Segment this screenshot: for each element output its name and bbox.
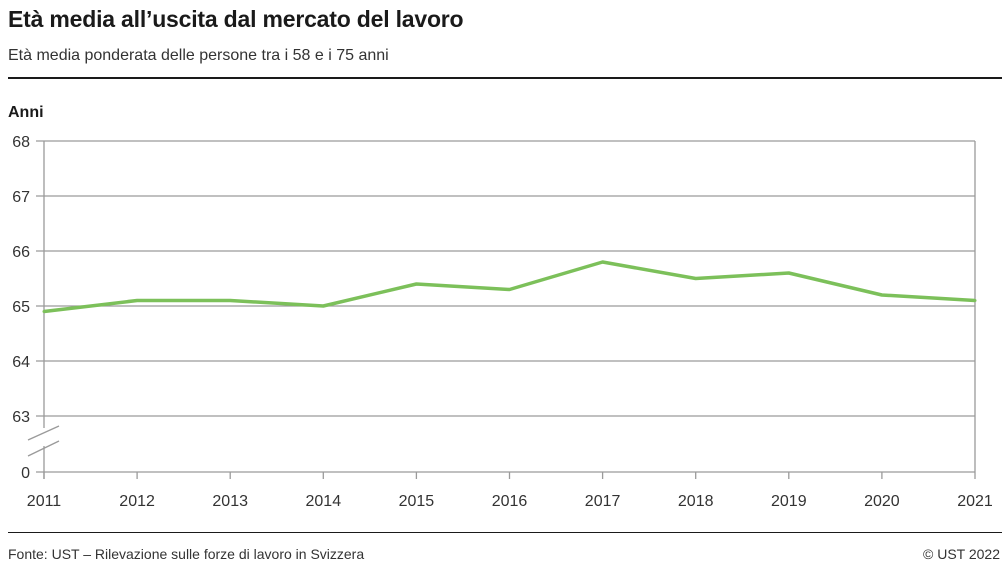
copyright: © UST 2022 [923, 546, 1000, 562]
y-tick-label: 67 [12, 189, 30, 206]
data-point [42, 310, 46, 313]
y-axis-label: Anni [8, 104, 44, 121]
chart-subtitle: Età media ponderata delle persone tra i … [8, 47, 389, 64]
x-tick-label: 2020 [864, 493, 900, 510]
data-point [321, 304, 325, 308]
x-tick-label: 2015 [399, 493, 435, 510]
y-tick-label: 66 [12, 244, 30, 261]
x-tick-label: 2018 [678, 493, 714, 510]
x-tick-label: 2013 [212, 493, 248, 510]
data-point [694, 277, 698, 280]
bottom-rule [8, 532, 1002, 533]
data-point [228, 299, 232, 302]
x-tick-label: 2011 [27, 493, 62, 510]
y-tick-label: 65 [12, 299, 30, 316]
data-point [508, 288, 511, 291]
data-point [135, 299, 139, 302]
data-point [787, 271, 791, 275]
axis-break-mark [27, 440, 60, 457]
x-tick-label: 2012 [119, 493, 155, 510]
data-point [414, 282, 418, 286]
x-tick-label: 2017 [585, 493, 621, 510]
data-point [601, 260, 605, 264]
y-tick-label: 64 [12, 354, 30, 371]
source-note: Fonte: UST – Rilevazione sulle forze di … [8, 546, 365, 562]
x-tick-label: 2019 [771, 493, 807, 510]
axis-break-mark [27, 425, 60, 441]
x-tick-label: 2014 [306, 493, 342, 510]
data-point [973, 299, 977, 302]
y-tick-label: 68 [12, 134, 30, 151]
axis-break-gap [26, 428, 62, 446]
y-tick-label: 63 [12, 409, 30, 426]
x-tick-label: 2016 [492, 493, 528, 510]
x-tick-label: 2021 [957, 493, 993, 510]
data-point [880, 293, 884, 297]
line-chart: 68 67 66 65 64 63 0 2011 2012 2013 2014 2015 2016 201… [12, 134, 993, 510]
chart-title: Età media all’uscita dal mercato del lav… [8, 6, 464, 32]
y-tick-label: 0 [21, 465, 30, 482]
top-rule [8, 77, 1002, 79]
series-line [43, 260, 976, 314]
